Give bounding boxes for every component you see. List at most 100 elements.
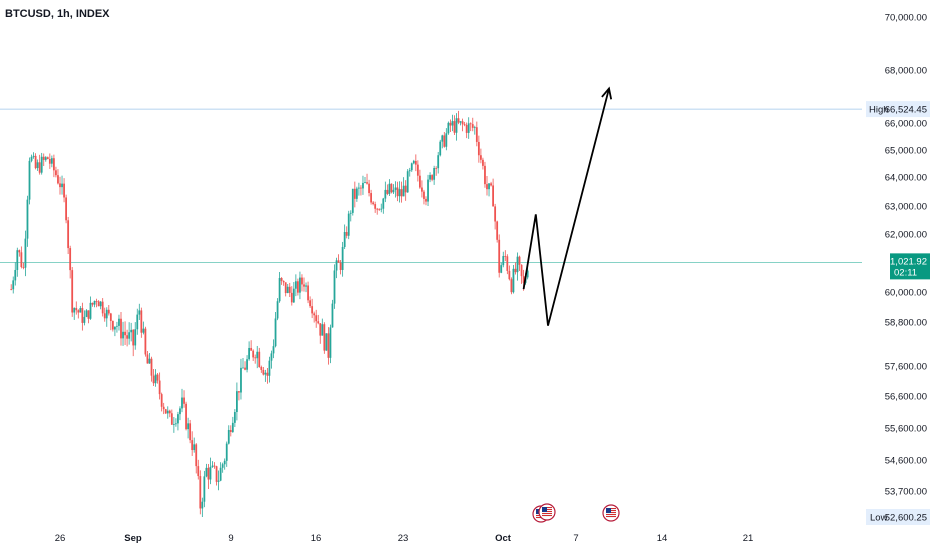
candle-body: [333, 270, 336, 304]
candle-body: [425, 198, 427, 202]
candle-body: [120, 318, 122, 339]
candle-body: [457, 118, 460, 123]
candle-body: [455, 118, 458, 133]
economic-events[interactable]: [532, 503, 620, 523]
candle-body: [87, 310, 90, 319]
candle-body: [195, 444, 198, 467]
candle-body: [488, 183, 490, 190]
y-tick-label: 70,000.00: [885, 13, 927, 24]
candle-body: [248, 347, 250, 360]
candle-body: [309, 300, 311, 307]
candle-body: [146, 354, 149, 364]
candle-body: [437, 155, 440, 169]
candlestick-series: [10, 110, 529, 517]
candle-body: [347, 213, 350, 236]
candle-body: [299, 277, 301, 293]
candle-body: [358, 187, 360, 189]
flag-canton: [606, 508, 611, 513]
candle-body: [303, 284, 305, 287]
candle-body: [150, 358, 153, 376]
candle-body: [175, 423, 177, 425]
candle-body: [67, 220, 70, 249]
candle-body: [301, 277, 303, 285]
candle-body: [290, 292, 293, 303]
candle-body: [431, 175, 433, 180]
candle-body: [187, 423, 189, 430]
candle-body: [294, 281, 297, 289]
candle-body: [382, 198, 385, 209]
candle-body: [193, 444, 196, 451]
candle-body: [203, 476, 206, 502]
y-tick-label: 62,000.00: [885, 230, 927, 241]
candle-body: [148, 358, 151, 364]
candle-body: [197, 466, 200, 477]
candle-body: [372, 202, 375, 205]
candle-body: [213, 465, 216, 467]
candle-body: [286, 286, 289, 294]
candle-body: [376, 208, 379, 210]
low-label: Low: [870, 513, 888, 524]
candle-body: [144, 328, 147, 355]
candle-body: [514, 268, 517, 273]
projection-path: [522, 88, 610, 326]
price-axis[interactable]: 70,000.00 68,000.00 66,000.00 65,000.00 64,0…: [866, 13, 930, 526]
candle-body: [99, 301, 102, 307]
candle-body: [307, 285, 309, 301]
candle-body: [46, 157, 49, 159]
candle-body: [423, 191, 425, 199]
candle-body: [209, 466, 212, 480]
candle-body: [107, 309, 110, 314]
candle-body: [183, 397, 185, 404]
candle-body: [156, 374, 159, 381]
flag-stripe: [542, 515, 552, 516]
candle-body: [394, 187, 397, 190]
candle-body: [24, 238, 27, 268]
candle-body: [266, 372, 269, 376]
x-tick-label: 26: [55, 533, 66, 544]
candle-body: [461, 121, 464, 125]
candle-body: [262, 369, 265, 375]
candle-body: [215, 466, 218, 482]
candle-body: [109, 313, 112, 321]
candle-body: [205, 467, 208, 477]
candle-body: [32, 155, 35, 157]
high-label: High: [869, 105, 889, 116]
time-axis[interactable]: 26 Sep 9 16 23 Oct 7 14 21: [55, 533, 754, 544]
y-tick-label: 54,600.00: [885, 456, 927, 467]
y-tick-label: 53,700.00: [885, 487, 927, 498]
candle-body: [38, 162, 41, 173]
candle-body: [225, 443, 228, 461]
candle-body: [439, 141, 442, 156]
candle-body: [451, 121, 454, 126]
x-tick-label: 7: [573, 533, 578, 544]
y-tick-label: 58,800.00: [885, 318, 927, 329]
candle-body: [128, 332, 131, 339]
last-price-badge: [890, 253, 930, 280]
candle-body: [233, 412, 236, 423]
candle-body: [319, 323, 322, 336]
candle-body: [154, 374, 157, 384]
candle-body: [91, 302, 94, 305]
candle-body: [288, 286, 291, 293]
flag-us-icon: [538, 503, 556, 521]
candle-body: [48, 158, 51, 164]
candle-body: [79, 308, 82, 313]
candle-body: [412, 160, 415, 164]
candle-body: [378, 208, 381, 210]
candle-body: [77, 310, 80, 313]
candle-body: [268, 360, 271, 376]
candle-body: [278, 278, 281, 302]
candle-body: [490, 183, 492, 186]
low-label-bg: [866, 509, 930, 525]
candle-body: [71, 270, 74, 313]
y-tick-label: 64,000.00: [885, 173, 927, 184]
candle-body: [498, 239, 501, 273]
candle-body: [419, 175, 421, 188]
candle-body: [337, 260, 340, 263]
candle-body: [34, 155, 37, 169]
flag-canton: [542, 507, 547, 512]
candle-body: [449, 122, 452, 126]
candle-body: [475, 127, 478, 142]
candle-body: [69, 248, 72, 271]
